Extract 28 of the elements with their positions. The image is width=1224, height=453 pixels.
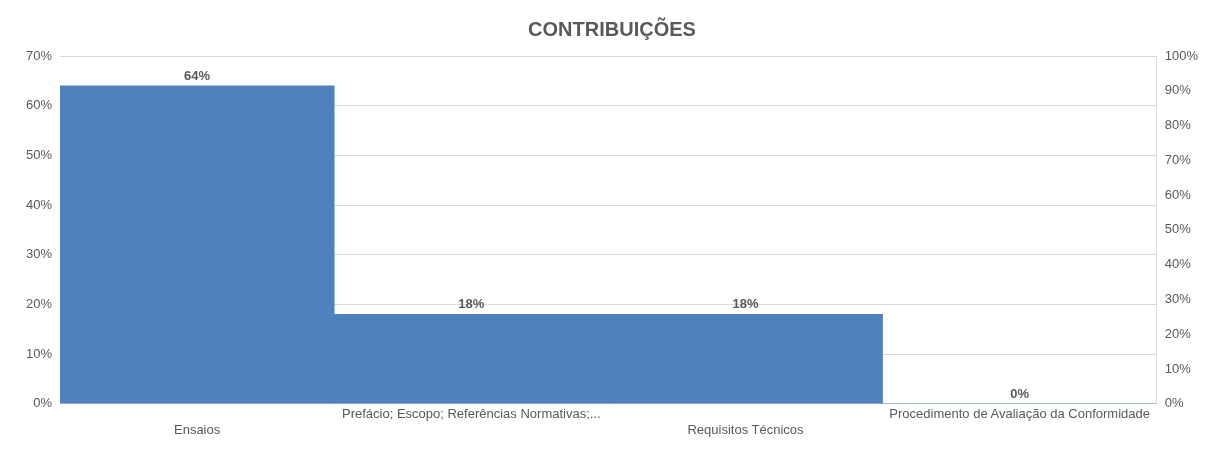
y2-tick-label: 40%	[1164, 256, 1192, 272]
y2-tick-label: 60%	[1164, 186, 1192, 202]
data-label: 0%	[1010, 385, 1030, 401]
x-tick-label: Ensaios	[173, 421, 221, 437]
y2-tick-label: 80%	[1164, 117, 1192, 133]
y2-tick-label: 0%	[1164, 395, 1184, 411]
y-tick-label: 70%	[25, 47, 53, 63]
y-tick-label: 20%	[25, 296, 53, 312]
y-tick-label: 40%	[25, 196, 53, 212]
y-tick-label: 60%	[25, 97, 53, 113]
data-label: 18%	[458, 296, 485, 312]
y-tick-label: 30%	[25, 246, 53, 262]
y2-tick-label: 50%	[1164, 221, 1192, 237]
y-tick-label: 50%	[25, 146, 53, 162]
data-label: 18%	[732, 296, 759, 312]
y-tick-label: 10%	[25, 345, 53, 361]
y2-tick-label: 90%	[1164, 82, 1192, 98]
chart-title: CONTRIBUIÇÕES	[528, 16, 696, 40]
y2-tick-label: 10%	[1164, 360, 1192, 376]
y2-tick-label: 20%	[1164, 325, 1192, 341]
y2-tick-label: 100%	[1164, 47, 1199, 63]
y-tick-label: 0%	[33, 395, 53, 411]
x-tick-label: Procedimento de Avaliação da Conformidade	[889, 406, 1150, 422]
y2-tick-label: 30%	[1164, 291, 1192, 307]
x-tick-label: Requisitos Técnicos	[687, 421, 805, 437]
y2-tick-label: 70%	[1164, 151, 1192, 167]
x-tick-label: Prefácio; Escopo; Referências Normativas;...	[341, 406, 601, 422]
data-label: 64%	[184, 67, 211, 83]
